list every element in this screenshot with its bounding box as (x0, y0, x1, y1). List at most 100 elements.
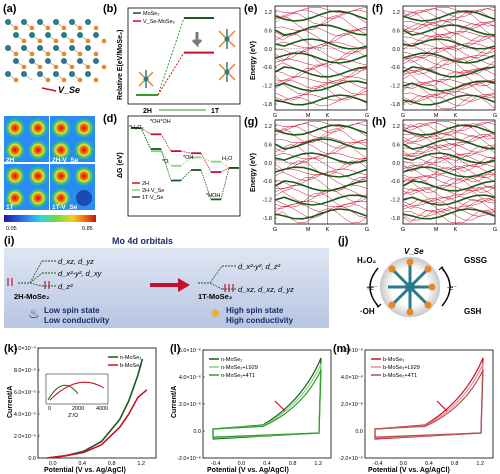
se-atom (21, 64, 27, 70)
cv-ytick: 4.0×10⁻⁶ (179, 374, 201, 381)
i-right-level-2: d_xz, d_xz, d_yz (238, 285, 294, 294)
band-line-red (274, 123, 368, 133)
mo-atom (85, 45, 91, 51)
band-line-red (274, 94, 368, 101)
k-inset-n (47, 384, 79, 401)
band-line-green (274, 138, 368, 150)
se-atom (29, 51, 35, 57)
band-line-red (402, 57, 496, 70)
panel-l: (l) Current/A 6.0×10⁻⁶ 4.0×10⁻⁶ 2.0×10⁻⁶ 0.… (170, 343, 332, 474)
band-line-green (274, 152, 368, 164)
band-ytick: -1.2 (263, 84, 272, 90)
band-line-green (402, 194, 496, 206)
band-xtick: G (401, 227, 405, 233)
cv-xtick: -0.4 (211, 461, 220, 467)
cv-xtick: 0.0 (238, 461, 246, 467)
mo-atom (53, 71, 59, 77)
i-right-text-2: High conductivity (226, 316, 294, 325)
mo-atom (69, 19, 75, 25)
d-connector-0-4 (220, 167, 230, 173)
band-ytick: 0.6 (392, 28, 400, 34)
k-legend-text: b-MoSe₂ (120, 363, 141, 369)
b-down-arrow (191, 32, 203, 48)
cv-xtick: 0.0 (400, 461, 408, 467)
se-atom (13, 51, 19, 57)
band-structure-f: 1.20.60.0-0.6-1.2-1.8G M K G (391, 5, 497, 119)
se-atom (45, 25, 51, 31)
band-line-red (402, 165, 496, 178)
band-line-red (402, 177, 496, 193)
band-line-green (402, 152, 496, 164)
band-line-red (274, 171, 368, 181)
density-spot (28, 188, 48, 208)
panel-j-label: (j) (338, 235, 349, 247)
band-line-red (402, 44, 496, 54)
k-inset-b (49, 381, 105, 401)
band-line-green (402, 166, 496, 178)
i-left-level-2: d_x²-y², d_xy (58, 269, 103, 278)
band-line-red (274, 76, 368, 83)
band-line-red (402, 144, 496, 157)
band-line-red (402, 82, 496, 95)
band-line-red (402, 47, 496, 63)
cv-ytick: 2.0×10⁻⁵ (14, 433, 36, 440)
cv-loop-2 (374, 369, 484, 438)
cv-xtick: 0.8 (289, 461, 297, 467)
cv-ytick: 4.0×10⁻⁵ (14, 411, 36, 418)
se-atom (45, 77, 51, 83)
b-legend-1: MoSe₂ (143, 11, 160, 17)
j-h2o2: H₂O₂ (357, 256, 377, 265)
b-path-mose2 (157, 17, 185, 96)
cv-arrow (436, 400, 448, 412)
band-xtick: M (434, 227, 439, 233)
colorbar (4, 215, 96, 222)
cv-xtick: 0.8 (108, 461, 116, 467)
band-ytick: -0.6 (263, 65, 272, 71)
band-xtick: K (454, 227, 458, 233)
band-line-green (402, 208, 496, 220)
density-spot (5, 140, 25, 160)
panel-e: (e) Energy (eV) 1.20.60.0-0.6-1.2-1.8G M K… (244, 3, 369, 119)
panel-l-xlabel: Potential (V vs. Ag/AgCl) (207, 467, 289, 474)
j-gsh: GSH (464, 307, 482, 316)
vacancy-arrow (41, 87, 57, 92)
d-step-4: *OH (183, 155, 193, 161)
band-frame (274, 119, 368, 225)
band-line-red (274, 187, 368, 197)
cv-xtick: 0.0 (49, 461, 57, 467)
j-vse: V_Se (404, 247, 424, 256)
band-ytick: -1.8 (263, 102, 272, 108)
band-line-red (402, 188, 496, 204)
band-ytick: 1.2 (392, 10, 400, 16)
band-line-green (402, 10, 496, 22)
cv-frame (37, 347, 157, 459)
k-inset-xlabel: Z'/Ω (68, 413, 78, 419)
panel-d-ylabel: ΔG (eV) (117, 152, 124, 178)
cv-ytick: 0.0 (28, 456, 36, 462)
b-structure-1t-vse-icon (218, 62, 236, 82)
band-ytick: 0.0 (264, 161, 272, 167)
cv-xtick: 1.2 (314, 461, 322, 467)
band-line-red (274, 128, 368, 144)
panel-j: (j) V_Se H₂O₂ ·OH +e⁻ -e⁻ GSSG GSH (338, 235, 487, 318)
band-line-green (274, 66, 368, 78)
se-atom (77, 77, 83, 83)
i-spin-arrows-right (224, 284, 234, 292)
mo-atom (29, 32, 35, 38)
se-atom (21, 38, 27, 44)
lattice-structure-top (5, 19, 107, 83)
panel-d-label: (d) (103, 113, 117, 125)
d-free-energy-plot (131, 127, 239, 201)
cv-ytick: 8.0×10⁻⁵ (14, 367, 36, 374)
panel-b: (b) Relative E(eV/MoSe₂) MoSe₂ V_Se-MoSe… (103, 3, 241, 115)
i-left-text-2: Low conductivity (44, 316, 110, 325)
density-spot (28, 166, 48, 186)
band-line-red (274, 142, 368, 155)
band-line-green (274, 94, 368, 106)
d-connector-2-3 (200, 169, 212, 200)
electron-density-maps (4, 116, 95, 210)
band-line-red (402, 71, 496, 87)
band-line-red (402, 152, 496, 160)
density-spot (51, 166, 71, 186)
cv-ytick: -2.0×10⁻⁶ (177, 455, 201, 462)
